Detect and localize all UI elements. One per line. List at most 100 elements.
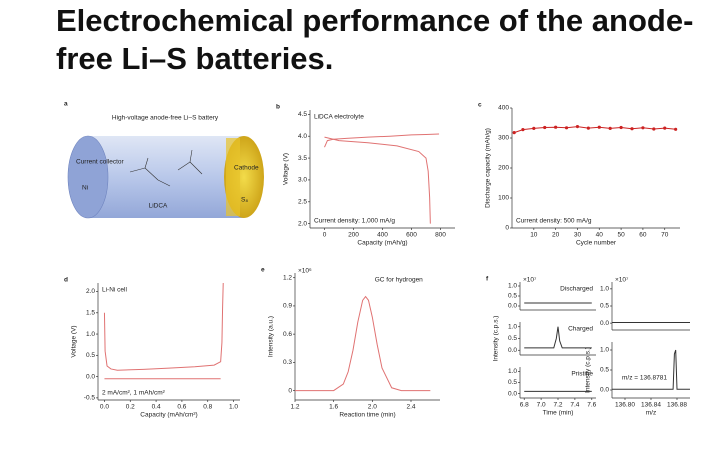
y-tick-label: 0.5 [600,303,609,310]
x-tick-label: 1.2 [290,404,299,411]
axis-multiplier: ×10⁷ [523,277,537,284]
data-point [575,125,580,129]
data-line [524,326,592,349]
data-line [612,349,690,390]
y-axis-label: Voltage (V) [283,153,290,185]
y-tick-label: 0.3 [283,359,292,366]
y-tick-label: 0.5 [600,367,609,374]
y-tick-label: 1.0 [508,283,517,290]
y-tick-label: 0.0 [508,303,517,310]
plot-title: Pristine [571,371,593,378]
data-line [324,133,440,148]
diagram-label: LiDCA [149,203,168,210]
y-tick-label: 2.0 [86,288,95,295]
x-tick-label: 7.6 [587,402,596,409]
x-tick-label: 0.6 [177,404,186,411]
data-point [512,131,516,135]
y-tick-label: 0 [505,225,509,232]
y-tick-label: 1.2 [283,274,292,281]
y-axis-label: Intensity (c.p.s.) [585,347,592,393]
y-axis-label: Voltage (V) [71,325,78,357]
y-axis-label: Discharge capacity (mAh/g) [485,128,492,208]
x-tick-label: 6.8 [520,402,529,409]
y-tick-label: 0.0 [600,387,609,394]
y-tick-label: 1.0 [508,323,517,330]
x-tick-label: 40 [596,232,604,239]
x-tick-label: 60 [639,232,647,239]
y-tick-label: 1.0 [86,331,95,338]
data-point [597,125,601,129]
x-axis-label: Cycle number [576,240,617,247]
x-tick-label: 400 [377,232,388,239]
panel-label: f [486,276,489,283]
x-tick-label: 0.0 [100,404,109,411]
panel-label: c [478,102,482,109]
data-point [608,126,612,130]
y-tick-label: 400 [498,105,509,112]
y-tick-label: 0.5 [508,335,517,342]
y-tick-label: 0.0 [508,390,517,397]
diagram-label: Ni [82,185,88,192]
panel-label: b [276,104,280,111]
y-tick-label: 0.0 [600,320,609,327]
y-tick-label: 0.0 [86,373,95,380]
plot-title: GC for hydrogen [375,277,423,284]
plot-title: Discharged [560,286,593,293]
y-tick-label: 3.0 [298,177,307,184]
data-point [663,126,667,130]
x-tick-label: 0.8 [203,404,212,411]
axis-multiplier: ×10⁶ [298,268,312,275]
annotation: Current density: 1,000 mA/g [314,218,395,225]
y-tick-label: 300 [498,135,509,142]
annotation: 2 mA/cm², 1 mAh/cm² [102,390,166,397]
y-tick-label: 1.0 [600,347,609,354]
y-tick-label: 0.9 [283,303,292,310]
x-tick-label: 2.0 [368,404,377,411]
cathode-layer [226,138,240,216]
data-point [532,126,536,130]
cylinder-body [88,136,244,218]
data-point [619,125,623,130]
x-tick-label: 7.2 [553,402,562,409]
x-tick-label: 7.4 [570,402,579,409]
y-tick-label: -0.5 [84,395,96,402]
x-tick-label: 2.4 [406,404,415,411]
panel-a-diagram: a High-voltage anode-free Li–S battery C… [64,101,264,219]
data-line [324,136,431,224]
x-tick-label: 20 [552,232,560,239]
x-tick-label: 136.80 [615,402,635,409]
x-tick-label: 70 [661,232,669,239]
y-tick-label: 1.0 [508,368,517,375]
x-tick-label: 7.0 [537,402,546,409]
y-tick-label: 0.5 [508,379,517,386]
axis-multiplier: ×10⁷ [615,277,629,284]
x-tick-label: 600 [406,232,417,239]
x-tick-label: 0 [323,232,327,239]
y-tick-label: 2.0 [298,220,307,227]
y-axis-label: Intensity (c.p.s.) [493,316,500,362]
y-tick-label: 1.5 [86,310,95,317]
panel-label: a [64,101,68,108]
data-point [674,127,678,131]
plot-title: LiDCA electrolyte [314,114,364,121]
x-axis-label: Time (min) [543,410,574,417]
data-line [103,282,224,371]
data-point [641,126,645,130]
x-tick-label: 0.4 [152,404,161,411]
x-tick-label: 1.6 [329,404,338,411]
slide-title: Electrochemical performance of the anode… [56,3,694,76]
y-tick-label: 4.0 [298,133,307,140]
x-axis-label: Capacity (mAh/cm²) [140,412,197,419]
y-tick-label: 0.5 [508,293,517,300]
data-point [630,127,634,131]
y-tick-label: 0 [288,387,292,394]
data-point [521,128,525,132]
y-tick-label: 1.0 [600,286,609,293]
data-point [543,125,547,130]
x-tick-label: 136.88 [667,402,687,409]
diagram-label: Current collector [76,159,125,166]
x-axis-label: Reaction time (min) [339,412,395,419]
y-tick-label: 4.5 [298,111,307,118]
